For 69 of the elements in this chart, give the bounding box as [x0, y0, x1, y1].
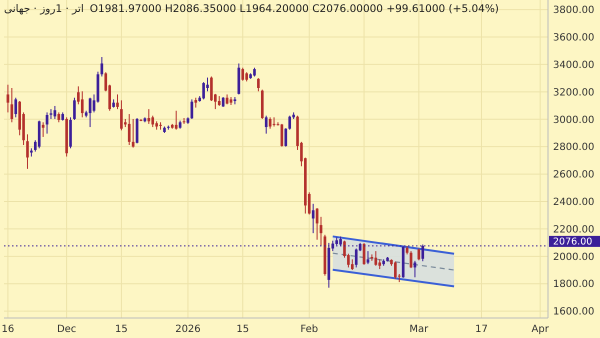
candlestick [320, 216, 322, 247]
candlestick [280, 123, 284, 148]
candlestick [88, 97, 92, 128]
x-tick-label: 2026 [175, 324, 201, 335]
x-tick-label: 16 [2, 324, 14, 335]
candlestick [264, 115, 268, 134]
candlestick [10, 88, 14, 123]
candlestick [136, 118, 138, 144]
candlestick [374, 250, 378, 266]
y-tick-label: 1600.00 [553, 306, 594, 318]
y-tick-label: 3000.00 [553, 114, 594, 126]
y-tick-label: 1800.00 [553, 279, 594, 290]
candlestick [394, 261, 397, 280]
candlestick [210, 76, 213, 102]
y-tick-label: 2400.00 [553, 196, 594, 208]
candlestick [190, 98, 194, 120]
x-tick-label: Dec [56, 324, 76, 335]
x-tick-label: Feb [300, 324, 318, 335]
candlestick [128, 114, 131, 146]
candlestick [222, 96, 224, 108]
candlestick [268, 116, 272, 130]
candlestick [116, 94, 119, 110]
y-tick-label: 3800.00 [553, 5, 594, 16]
candlestick [100, 56, 104, 77]
candlestick [46, 112, 48, 134]
x-tick-label: Apr [532, 324, 550, 335]
candlestick [288, 115, 292, 130]
candlestick [284, 128, 288, 148]
candlestick [57, 112, 60, 123]
candlestick [362, 242, 366, 266]
x-tick-label: Mar [409, 324, 430, 335]
candlestick [226, 94, 228, 105]
candlestick [414, 260, 416, 278]
candlestick [73, 97, 76, 120]
candlestick [147, 108, 150, 124]
ref-line-label: 2076.00 [553, 236, 592, 248]
candlestick [350, 258, 354, 271]
candlestick [54, 105, 56, 120]
y-tick-label: 2200.00 [553, 224, 594, 236]
y-tick-label: 2800.00 [553, 142, 594, 154]
candlestick [418, 248, 420, 261]
candlestick [272, 116, 276, 128]
x-tick-label: 15 [236, 324, 250, 335]
candlestick [410, 250, 412, 269]
y-tick-label: 2000.00 [553, 252, 594, 263]
candlestick [80, 90, 84, 118]
candlestick [26, 134, 29, 170]
candlestick [218, 96, 221, 106]
x-tick-label: 15 [115, 324, 128, 335]
y-tick-label: 3200.00 [553, 87, 594, 98]
candlestick [378, 258, 382, 270]
y-tick-label: 3400.00 [553, 60, 594, 71]
candlestick [316, 208, 318, 240]
candlestick [151, 115, 154, 128]
candlestick [14, 97, 18, 118]
candlestick [354, 248, 358, 268]
y-tick-label: 2600.00 [553, 170, 594, 181]
candlestick [120, 100, 123, 131]
chart-title: اتر · 1روز · جهانی [4, 3, 84, 15]
candlestick [366, 250, 370, 265]
candlestick [241, 67, 244, 82]
candlestick [245, 72, 248, 82]
candlestick [202, 82, 205, 100]
candlestick [6, 84, 10, 113]
y-tick-label: 3600.00 [553, 32, 594, 44]
chart-subtitle: O1981.97000 H2086.35000 L1964.20000 C2076.00000 +99.61000 (+5.04%) [90, 3, 499, 15]
x-tick-label: 17 [475, 324, 488, 335]
candlestick [312, 203, 315, 234]
candlestick [257, 78, 260, 92]
